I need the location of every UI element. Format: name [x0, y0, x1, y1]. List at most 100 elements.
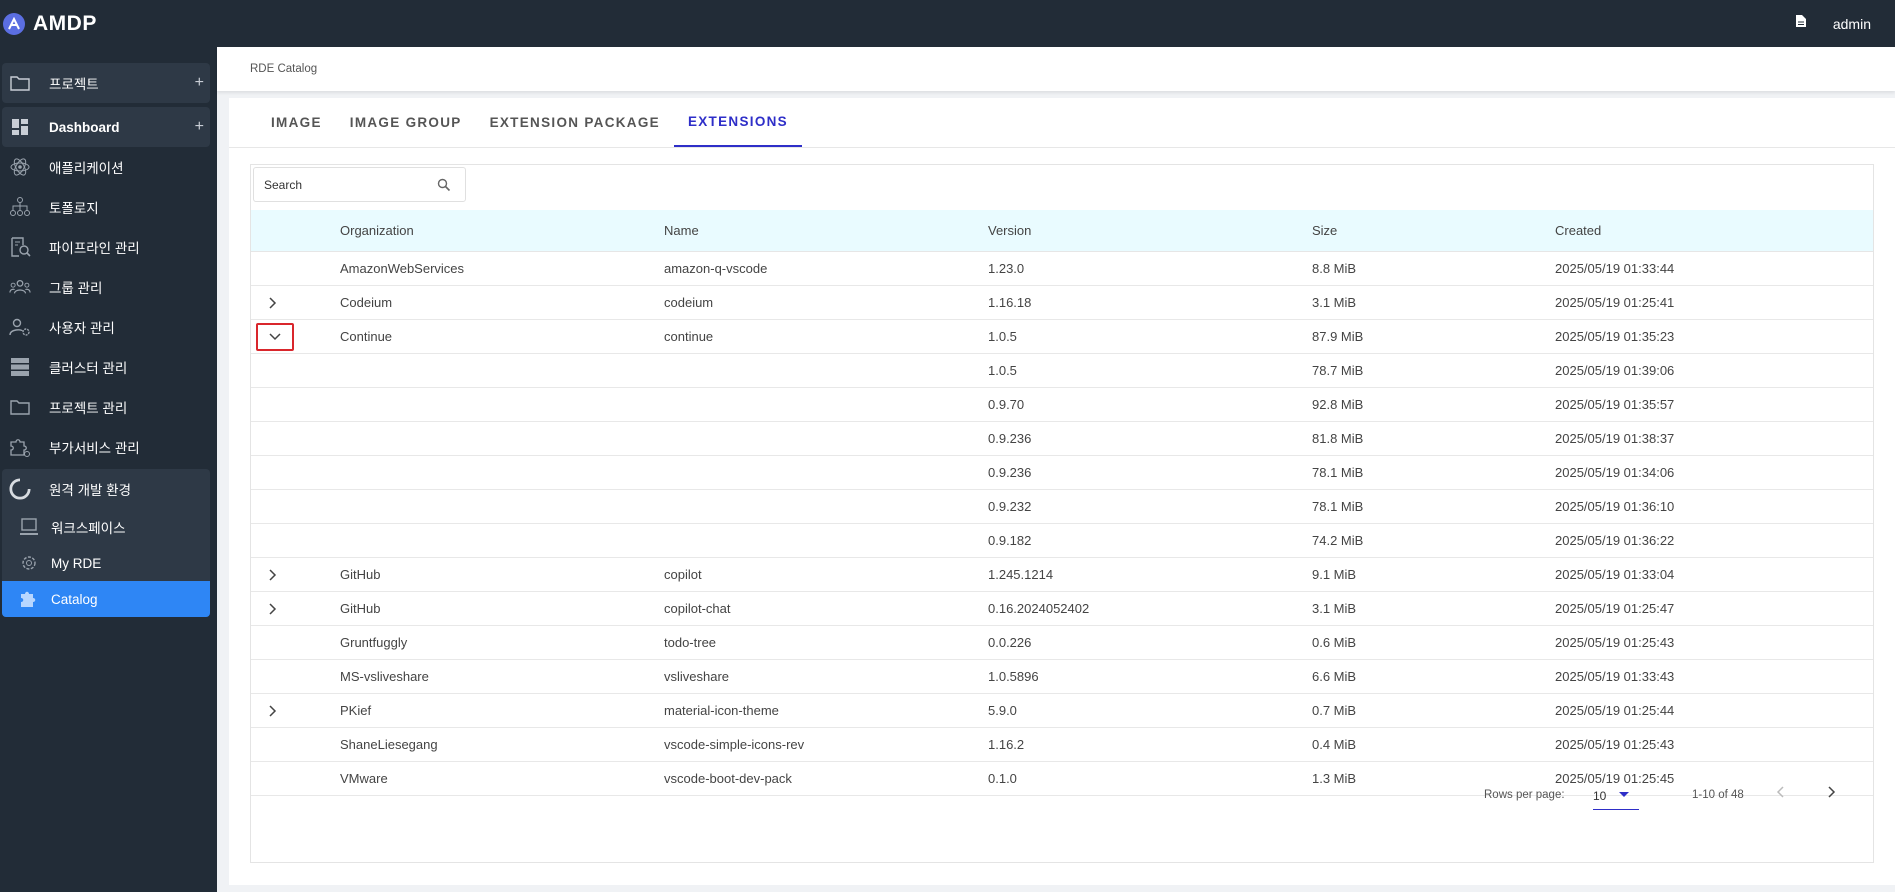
column-header-version[interactable]: Version	[988, 223, 1032, 238]
table-row[interactable]: 0.9.232 78.1 MiB 2025/05/19 01:36:10	[251, 490, 1873, 524]
column-header-name[interactable]: Name	[664, 223, 699, 238]
tab-image-group[interactable]: IMAGE GROUP	[349, 115, 462, 130]
cell-version: 0.9.236	[988, 431, 1032, 446]
table-row[interactable]: 0.9.236 81.8 MiB 2025/05/19 01:38:37	[251, 422, 1873, 456]
table-body: AmazonWebServices amazon-q-vscode 1.23.0 8.…	[251, 252, 1873, 796]
server-icon	[9, 356, 31, 378]
page-range: 1-10 of 48	[1692, 789, 1744, 801]
expand-cell	[251, 422, 340, 455]
cell-organization: Gruntfuggly	[340, 635, 408, 650]
add-dashboard-button[interactable]: +	[194, 118, 204, 135]
sidebar-item-addon[interactable]: 부가서비스 관리	[0, 427, 217, 467]
expand-row-button[interactable]	[264, 294, 282, 312]
prev-page-button[interactable]	[1775, 785, 1787, 802]
tab-image[interactable]: IMAGE	[271, 115, 322, 130]
folder-icon	[9, 396, 31, 418]
tab-extensions[interactable]: EXTENSIONS	[673, 98, 802, 147]
sidebar-item-rde[interactable]: 원격 개발 환경	[2, 469, 210, 509]
cell-size: 1.3 MiB	[1312, 771, 1357, 786]
expand-row-button[interactable]	[264, 600, 282, 618]
cell-created: 2025/05/19 01:25:44	[1555, 703, 1675, 718]
logo-icon	[3, 12, 25, 35]
extensions-table: Organization Name Version Size Created A…	[251, 210, 1873, 796]
expand-cell	[251, 592, 340, 625]
rde-group: 원격 개발 환경 워크스페이스 My RDE Catalog	[2, 469, 210, 617]
table-row[interactable]: GitHub copilot 1.245.1214 9.1 MiB 2025/05/19…	[251, 558, 1873, 592]
cell-size: 78.7 MiB	[1312, 363, 1364, 378]
cell-version: 1.23.0	[988, 261, 1025, 276]
cell-size: 74.2 MiB	[1312, 533, 1364, 548]
next-page-button[interactable]	[1825, 785, 1837, 802]
table-row[interactable]: 0.9.236 78.1 MiB 2025/05/19 01:34:06	[251, 456, 1873, 490]
expand-cell	[251, 524, 340, 557]
sidebar-item-project[interactable]: 프로젝트 +	[2, 63, 210, 103]
table-row[interactable]: 1.0.5 78.7 MiB 2025/05/19 01:39:06	[251, 354, 1873, 388]
sidebar-item-group[interactable]: 그룹 관리	[0, 267, 217, 307]
cell-version: 0.0.226	[988, 635, 1032, 650]
table-row[interactable]: AmazonWebServices amazon-q-vscode 1.23.0 8.…	[251, 252, 1873, 286]
cell-version: 0.9.70	[988, 397, 1025, 412]
cell-version: 0.1.0	[988, 771, 1017, 786]
cell-size: 8.8 MiB	[1312, 261, 1357, 276]
search-icon[interactable]	[437, 178, 451, 197]
cell-size: 92.8 MiB	[1312, 397, 1364, 412]
expand-cell	[251, 320, 340, 353]
sidebar-item-label: 토폴로지	[49, 201, 99, 216]
cell-size: 3.1 MiB	[1312, 601, 1357, 616]
sidebar-item-label: 애플리케이션	[49, 161, 124, 176]
collapse-row-button[interactable]	[256, 322, 294, 351]
table-row[interactable]: MS-vsliveshare vsliveshare 1.0.5896 6.6 MiB…	[251, 660, 1873, 694]
cell-version: 1.0.5896	[988, 669, 1039, 684]
sidebar-item-user[interactable]: 사용자 관리	[0, 307, 217, 347]
puzzle-gear-icon	[9, 436, 31, 458]
cell-created: 2025/05/19 01:25:43	[1555, 737, 1675, 752]
column-header-size[interactable]: Size	[1312, 223, 1338, 238]
table-row[interactable]: GitHub copilot-chat 0.16.2024052402 3.1 MiB…	[251, 592, 1873, 626]
table-row[interactable]: VMware vscode-boot-dev-pack 0.1.0 1.3 MiB 20…	[251, 762, 1873, 796]
table-row[interactable]: Codeium codeium 1.16.18 3.1 MiB 2025/05/19 0…	[251, 286, 1873, 320]
app-name: AMDP	[33, 11, 97, 35]
table-row[interactable]: Continue continue 1.0.5 87.9 MiB 2025/05/19 …	[251, 320, 1873, 354]
pipeline-search-icon	[9, 236, 31, 258]
sidebar-item-workspace[interactable]: 워크스페이스	[2, 509, 210, 545]
chevron-right-icon	[269, 296, 277, 309]
search-input[interactable]	[264, 177, 424, 192]
rows-per-page-select[interactable]: 10	[1593, 780, 1639, 810]
sidebar-item-application[interactable]: 애플리케이션	[0, 147, 217, 187]
cell-version: 0.9.232	[988, 499, 1032, 514]
expand-cell	[251, 354, 340, 387]
cell-organization: GitHub	[340, 601, 381, 616]
sidebar-item-dashboard[interactable]: Dashboard +	[2, 107, 210, 147]
add-project-button[interactable]: +	[194, 74, 204, 91]
table-row[interactable]: ShaneLiesegang vscode-simple-icons-rev 1.1…	[251, 728, 1873, 762]
column-header-created[interactable]: Created	[1555, 223, 1602, 238]
sidebar-item-project-manage[interactable]: 프로젝트 관리	[0, 387, 217, 427]
top-bar: AMDP admin	[0, 0, 1895, 47]
sidebar-item-pipeline[interactable]: 파이프라인 관리	[0, 227, 217, 267]
expand-row-button[interactable]	[264, 566, 282, 584]
tab-extension-package[interactable]: EXTENSION PACKAGE	[489, 115, 660, 130]
cell-size: 9.1 MiB	[1312, 567, 1357, 582]
cell-name: copilot-chat	[664, 601, 731, 616]
expand-row-button[interactable]	[264, 702, 282, 720]
sidebar-item-label: 부가서비스 관리	[49, 441, 140, 456]
cell-version: 1.245.1214	[988, 567, 1054, 582]
sidebar-item-cluster[interactable]: 클러스터 관리	[0, 347, 217, 387]
cell-name: todo-tree	[664, 635, 717, 650]
sidebar-item-topology[interactable]: 토폴로지	[0, 187, 217, 227]
document-icon[interactable]	[1795, 14, 1807, 33]
user-settings-icon	[9, 316, 31, 338]
column-header-organization[interactable]: Organization	[340, 223, 414, 238]
table-row[interactable]: 0.9.70 92.8 MiB 2025/05/19 01:35:57	[251, 388, 1873, 422]
topology-icon	[9, 196, 31, 218]
sidebar-item-catalog[interactable]: Catalog	[2, 581, 210, 617]
table-row[interactable]: 0.9.182 74.2 MiB 2025/05/19 01:36:22	[251, 524, 1873, 558]
user-menu[interactable]: admin	[1832, 15, 1871, 32]
cell-size: 0.7 MiB	[1312, 703, 1357, 718]
table-header: Organization Name Version Size Created	[251, 210, 1873, 252]
table-row[interactable]: PKief material-icon-theme 5.9.0 0.7 MiB 2025…	[251, 694, 1873, 728]
table-row[interactable]: Gruntfuggly todo-tree 0.0.226 0.6 MiB 2025/0…	[251, 626, 1873, 660]
search-box	[253, 167, 466, 202]
app-logo[interactable]: AMDP	[3, 12, 97, 36]
sidebar-item-my-rde[interactable]: My RDE	[2, 545, 210, 581]
